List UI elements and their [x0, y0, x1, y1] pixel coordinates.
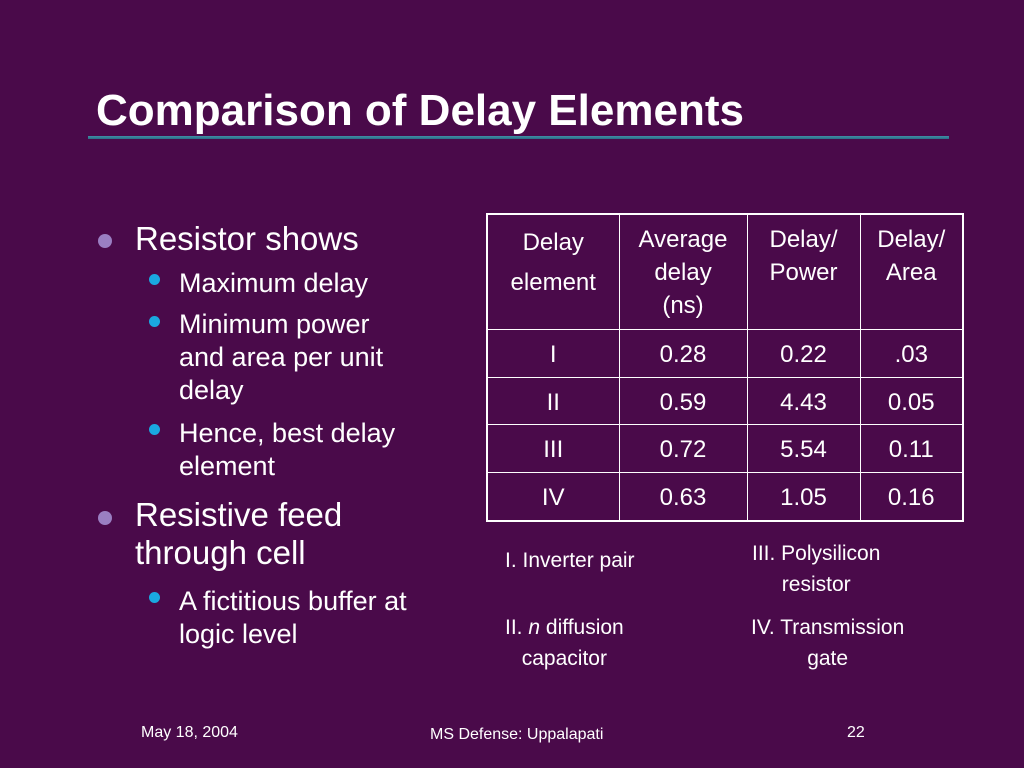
table-cell: II: [486, 376, 620, 426]
line: through cell: [135, 534, 306, 571]
header-average-delay: Average delay (ns): [618, 213, 748, 330]
table-cell: 5.54: [746, 424, 861, 474]
table-cell: 0.22: [746, 329, 861, 378]
table-cell: 0.28: [618, 329, 748, 378]
line: Hence, best delay: [179, 418, 396, 448]
header-line: (ns): [662, 292, 704, 319]
legend-line: resistor: [781, 573, 851, 596]
line: Minimum power: [179, 309, 370, 339]
legend-line: III. Polysilicon: [752, 542, 881, 565]
sub-bullet-dot-icon: [149, 274, 160, 285]
legend-italic-n: n: [528, 616, 541, 639]
table-cell: I: [486, 329, 620, 378]
table-header-row: Delay element Average delay (ns) Delay/ …: [486, 213, 964, 330]
table-row: I 0.28 0.22 .03: [486, 329, 964, 378]
table-cell: IV: [486, 472, 620, 522]
line: A fictitious buffer at: [179, 586, 407, 616]
line: Resistive feed: [135, 496, 343, 533]
sub-bullet-fictitious-buffer: A fictitious buffer at logic level: [179, 585, 407, 651]
header-line: Area: [885, 259, 937, 286]
header-line: Delay: [522, 229, 584, 256]
table-cell: 0.72: [618, 424, 748, 474]
header-line: Average: [638, 226, 728, 253]
header-line: Power: [769, 259, 838, 286]
table-cell: 0.11: [859, 424, 964, 474]
sub-bullet-best-delay: Hence, best delay element: [179, 417, 395, 483]
footer-date: May 18, 2004: [141, 724, 238, 741]
footer-center: MS Defense: Uppalapati: [430, 726, 604, 743]
bullet-resistive-feed: Resistive feed through cell: [135, 496, 342, 572]
sub-bullet-dot-icon: [149, 592, 160, 603]
header-line: Delay/: [769, 226, 838, 253]
table-cell: 0.63: [618, 472, 748, 522]
table-cell: 0.05: [859, 376, 964, 426]
legend-text: diffusion: [545, 616, 624, 639]
sub-bullet-dot-icon: [149, 424, 160, 435]
slide-title: Comparison of Delay Elements: [96, 86, 744, 135]
table-row: II 0.59 4.43 0.05: [486, 376, 964, 426]
table-cell: .03: [859, 329, 964, 378]
footer-page-number: 22: [847, 724, 865, 741]
table-row: III 0.72 5.54 0.11: [486, 424, 964, 474]
table-cell: 0.59: [618, 376, 748, 426]
line: element: [179, 451, 276, 481]
table-cell: III: [486, 424, 620, 474]
line: delay: [179, 375, 244, 405]
header-delay-area: Delay/ Area: [859, 213, 964, 330]
bullet-dot-icon: [98, 511, 112, 525]
bullet-resistor-shows: Resistor shows: [135, 220, 359, 257]
legend-transmission-gate: IV. Transmission gate: [751, 612, 904, 674]
header-delay-element: Delay element: [486, 213, 620, 330]
header-line: Delay/: [877, 226, 946, 253]
title-underline: [88, 136, 949, 139]
legend-n-diffusion-capacitor: II. n diffusion capacitor: [505, 612, 624, 674]
table-cell: 4.43: [746, 376, 861, 426]
line: and area per unit: [179, 342, 384, 372]
legend-polysilicon-resistor: III. Polysilicon resistor: [752, 538, 880, 600]
legend-inverter-pair: I. Inverter pair: [505, 549, 635, 572]
legend-line: II. n diffusion: [505, 612, 624, 643]
legend-line: gate: [807, 647, 849, 670]
sub-bullet-minimum-power: Minimum power and area per unit delay: [179, 308, 383, 407]
bullet-dot-icon: [98, 234, 112, 248]
line: logic level: [179, 619, 298, 649]
table-cell: 1.05: [746, 472, 861, 522]
table-row: IV 0.63 1.05 0.16: [486, 472, 964, 522]
header-line: delay: [654, 259, 712, 286]
table-cell: 0.16: [859, 472, 964, 522]
sub-bullet-maximum-delay: Maximum delay: [179, 268, 369, 298]
sub-bullet-dot-icon: [149, 316, 160, 327]
header-line: element: [510, 269, 596, 296]
legend-line: IV. Transmission: [751, 616, 905, 639]
legend-line: capacitor: [521, 647, 607, 670]
delay-comparison-table: Delay element Average delay (ns) Delay/ …: [486, 213, 964, 522]
header-delay-power: Delay/ Power: [746, 213, 861, 330]
legend-prefix: II.: [505, 616, 523, 639]
